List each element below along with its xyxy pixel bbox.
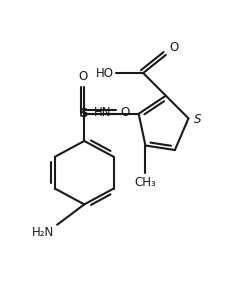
Text: O: O	[120, 106, 129, 119]
Text: O: O	[168, 41, 178, 54]
Text: CH₃: CH₃	[134, 176, 156, 189]
Text: HN: HN	[94, 106, 111, 119]
Text: O: O	[78, 70, 87, 83]
Text: S: S	[193, 113, 201, 126]
Text: H₂N: H₂N	[31, 226, 54, 239]
Text: HO: HO	[95, 67, 113, 79]
Text: S: S	[79, 107, 89, 120]
